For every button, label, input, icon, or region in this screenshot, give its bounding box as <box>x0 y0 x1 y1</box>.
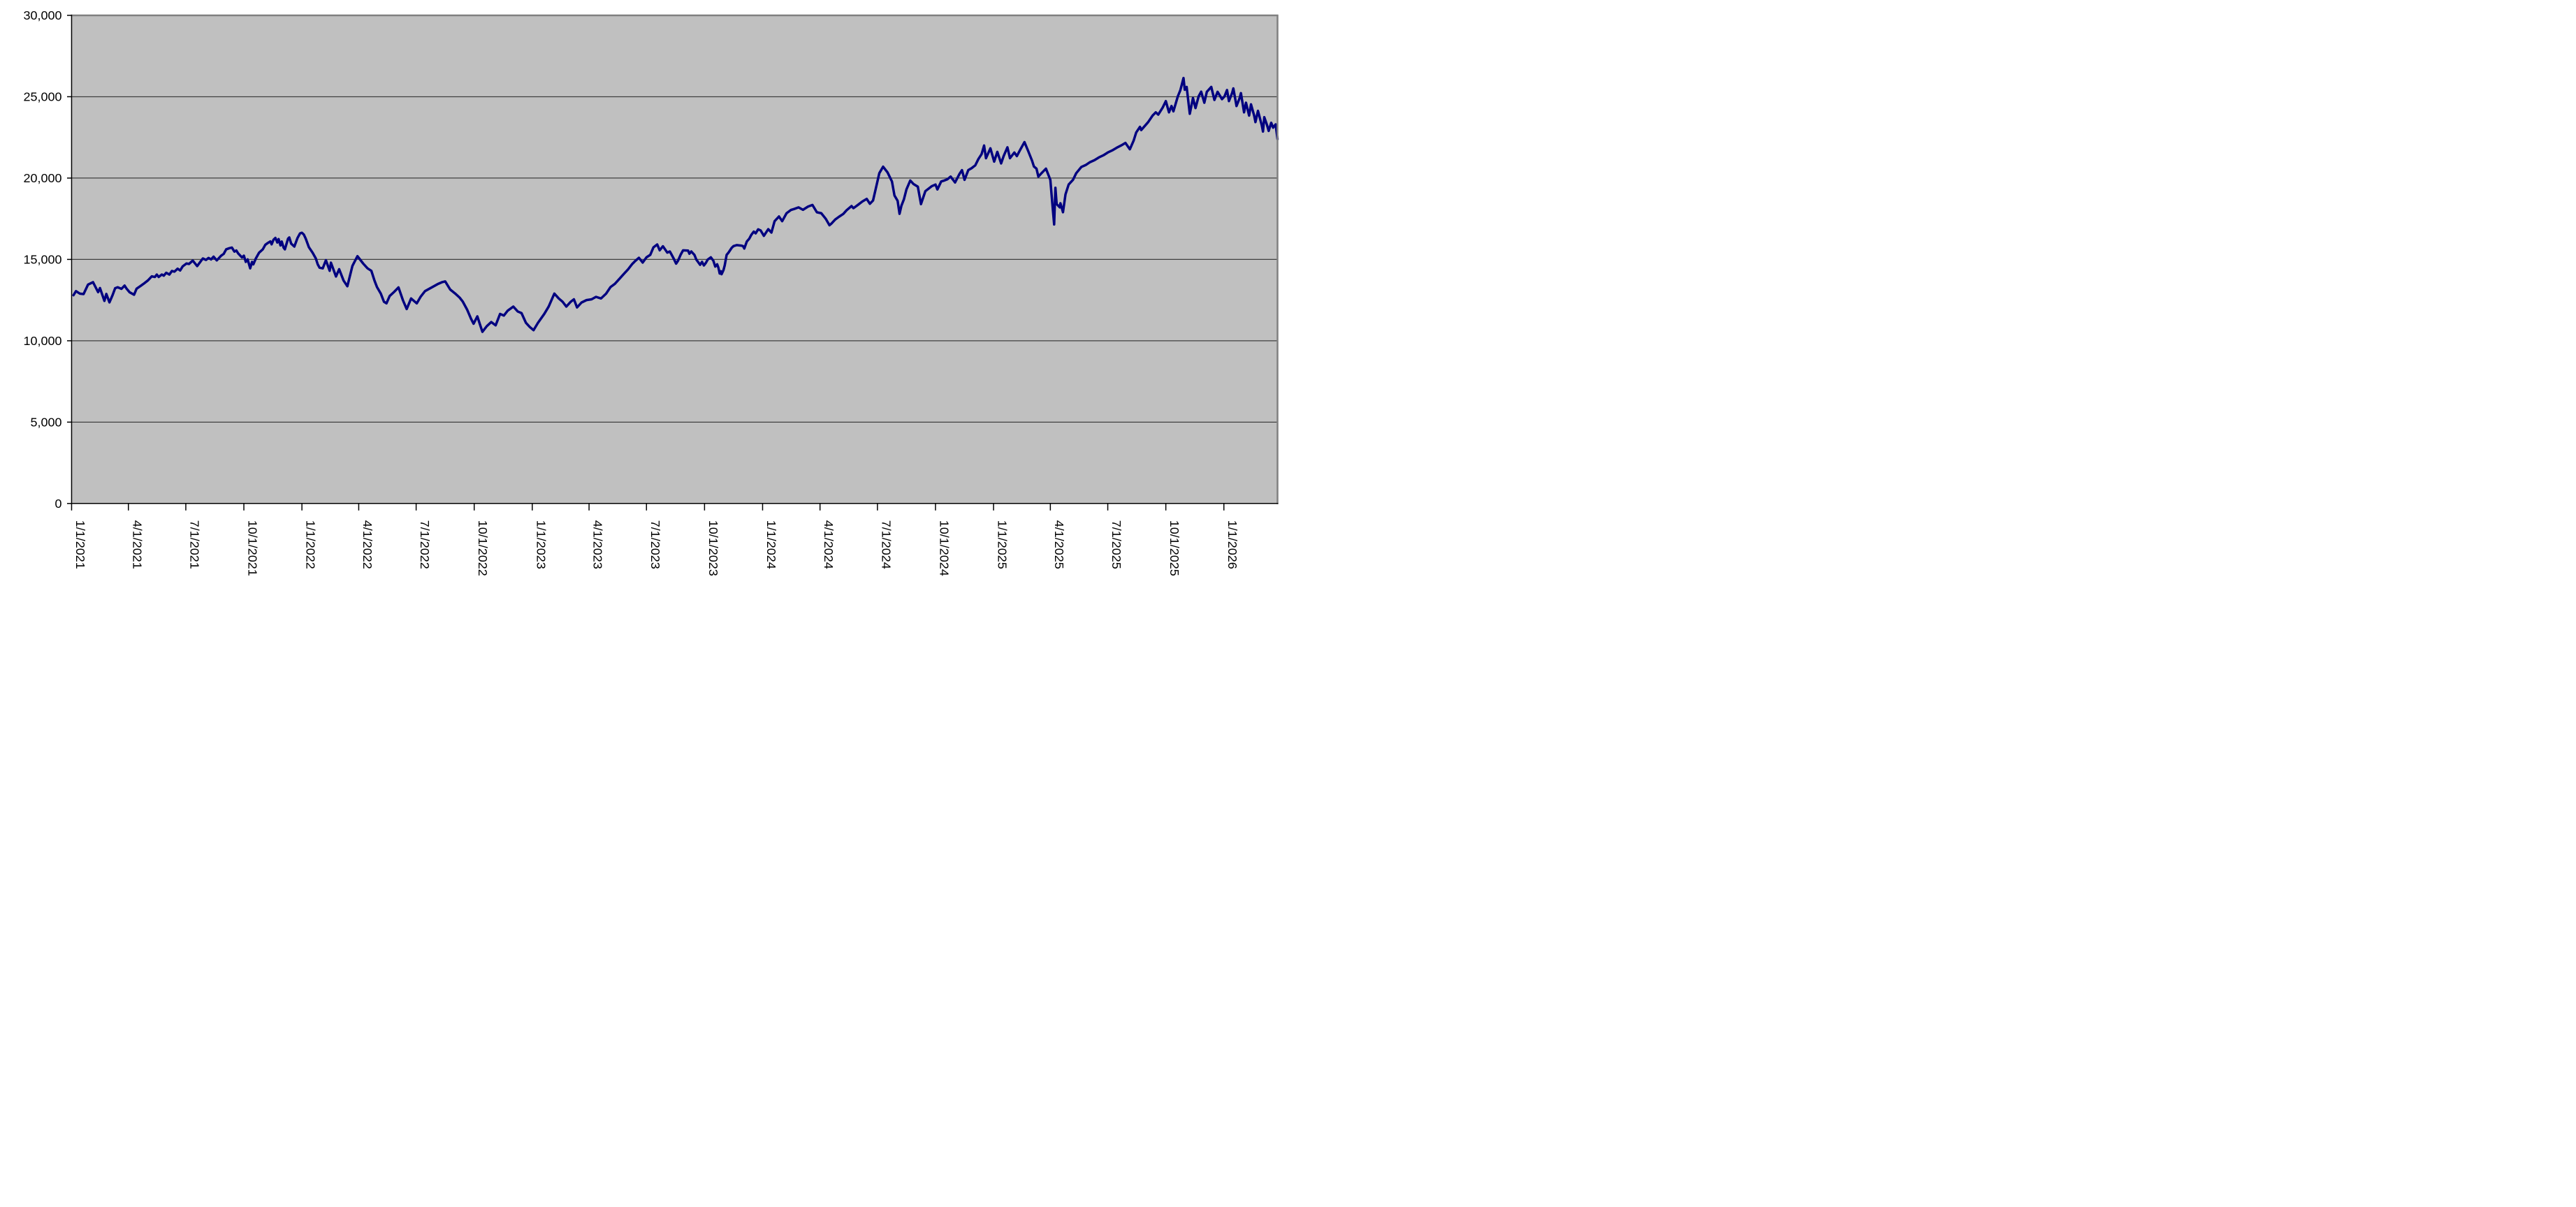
axis-label-layer: 0 5,000 10,000 15,000 20,000 25,000 30,000 1/1/… <box>23 8 1239 576</box>
x-axis-tick-label: 4/1/2024 <box>822 520 836 569</box>
y-axis-tick-label: 30,000 <box>23 8 61 22</box>
axis-layer <box>66 14 1279 511</box>
y-axis-tick-label: 25,000 <box>23 89 61 103</box>
x-axis-tick-label: 10/1/2025 <box>1167 520 1181 576</box>
y-axis-tick-label: 10,000 <box>23 334 61 348</box>
x-axis-tick-label: 1/1/2024 <box>764 520 778 569</box>
x-axis-tick-label: 1/1/2025 <box>996 520 1010 569</box>
y-axis-tick-label: 20,000 <box>23 171 61 185</box>
y-axis-tick-label: 15,000 <box>23 252 61 266</box>
x-axis-tick-label: 7/1/2021 <box>187 520 201 569</box>
y-axis-tick-label: 5,000 <box>30 415 61 429</box>
x-axis-tick-label: 4/1/2022 <box>361 520 374 569</box>
line-chart-figure: 0 5,000 10,000 15,000 20,000 25,000 30,000 1/1/… <box>0 0 1288 604</box>
series-layer <box>72 76 1279 333</box>
x-axis-tick-label: 1/1/2022 <box>304 520 318 569</box>
x-axis-tick-label: 1/1/2023 <box>534 520 548 569</box>
plot-border-layer <box>71 14 1279 504</box>
stock-index-line-chart: 0 5,000 10,000 15,000 20,000 25,000 30,000 1/1/… <box>23 8 1279 576</box>
x-axis-tick-label: 7/1/2022 <box>418 520 432 569</box>
x-axis-tick-label: 7/1/2024 <box>879 520 893 569</box>
x-axis-tick-label: 10/1/2021 <box>246 520 260 576</box>
x-axis-tick-label: 7/1/2023 <box>648 520 662 569</box>
x-axis-tick-label: 10/1/2023 <box>706 520 720 576</box>
x-axis-tick-label: 10/1/2022 <box>476 520 490 576</box>
x-axis-tick-label: 4/1/2021 <box>130 520 144 569</box>
x-axis-tick-label: 10/1/2024 <box>937 520 951 576</box>
price-series-line <box>72 76 1279 333</box>
y-axis-tick-label: 0 <box>54 497 61 511</box>
x-axis-tick-label: 7/1/2025 <box>1109 520 1123 569</box>
x-axis-tick-label: 1/1/2021 <box>73 520 87 569</box>
x-axis-tick-label: 4/1/2025 <box>1052 520 1066 569</box>
x-axis-tick-label: 1/1/2026 <box>1225 520 1239 569</box>
x-axis-tick-label: 4/1/2023 <box>591 520 605 569</box>
